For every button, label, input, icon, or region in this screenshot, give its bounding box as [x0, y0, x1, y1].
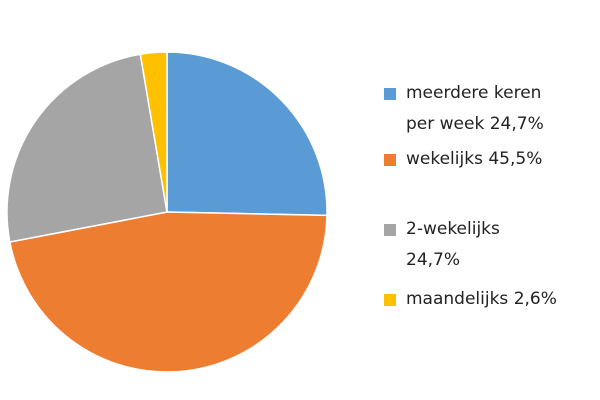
- legend-swatch: [384, 154, 396, 166]
- legend-value: 24,7%: [489, 114, 544, 134]
- pie-area: [6, 51, 328, 373]
- legend-swatch: [384, 88, 396, 100]
- legend-text: maandelijks 2,6%: [406, 284, 584, 315]
- legend-label: maandelijks: [406, 289, 509, 309]
- legend-entry: maandelijks 2,6%: [384, 284, 584, 315]
- legend-text: wekelijks 45,5%: [406, 144, 584, 175]
- pie-slice: [166, 51, 328, 217]
- legend-value: 45,5%: [488, 149, 543, 169]
- legend-text: 2-wekelijks 24,7%: [406, 214, 504, 276]
- legend-label: meerdere keren per week: [406, 83, 542, 134]
- pie-slice: [8, 211, 328, 373]
- legend-label: wekelijks: [406, 149, 483, 169]
- pie-slice: [139, 51, 168, 213]
- legend-label: 2-wekelijks: [406, 219, 500, 239]
- legend-value: 24,7%: [406, 250, 461, 270]
- legend-swatch: [384, 294, 396, 306]
- legend-value: 2,6%: [513, 289, 557, 309]
- legend-entry: 2-wekelijks 24,7%: [384, 214, 504, 276]
- legend-text: meerdere keren per week 24,7%: [406, 78, 574, 140]
- legend-swatch: [384, 224, 396, 236]
- legend-entry: wekelijks 45,5%: [384, 144, 584, 175]
- pie-slice: [6, 53, 168, 243]
- legend-entry: meerdere keren per week 24,7%: [384, 78, 574, 140]
